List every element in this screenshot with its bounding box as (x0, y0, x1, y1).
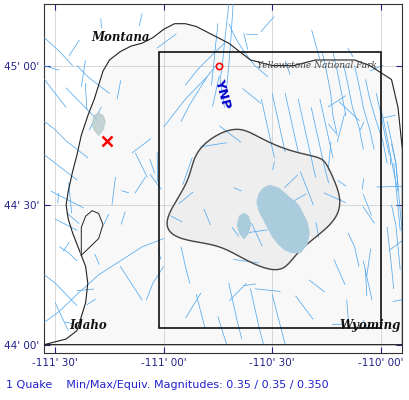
Text: Idaho: Idaho (69, 318, 106, 332)
Polygon shape (237, 214, 250, 238)
Text: 1 Quake    Min/Max/Equiv. Magnitudes: 0.35 / 0.35 / 0.350: 1 Quake Min/Max/Equiv. Magnitudes: 0.35 … (6, 380, 328, 390)
Polygon shape (167, 129, 339, 270)
Text: Wyoming: Wyoming (338, 318, 400, 332)
Polygon shape (256, 186, 308, 252)
Polygon shape (81, 211, 103, 255)
Text: Montana: Montana (91, 31, 149, 44)
Polygon shape (92, 113, 105, 135)
Text: YNP: YNP (211, 77, 232, 110)
Polygon shape (44, 24, 401, 345)
Text: Yellowstone National Park: Yellowstone National Park (256, 61, 376, 70)
Bar (159, 52, 380, 328)
